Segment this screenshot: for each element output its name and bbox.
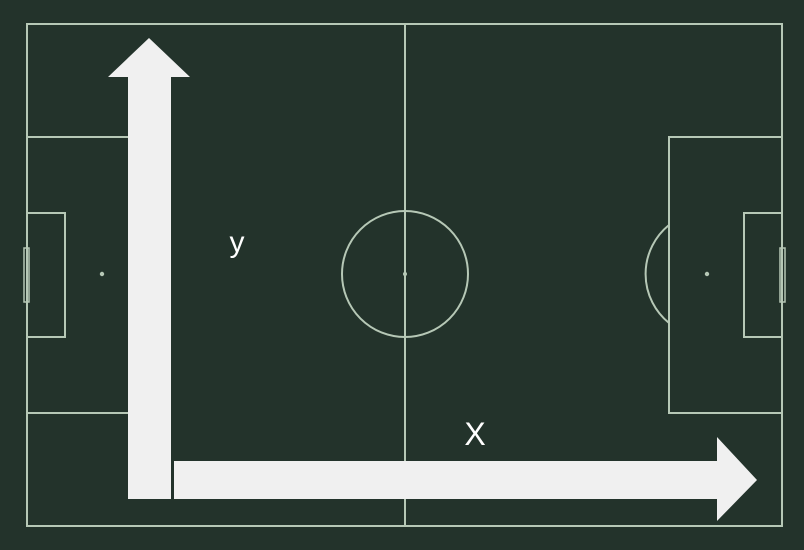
x-axis-label: X bbox=[464, 416, 485, 452]
right-penalty-spot bbox=[705, 272, 709, 276]
center-spot bbox=[403, 272, 407, 276]
y-axis-label: y bbox=[230, 226, 245, 259]
left-penalty-spot bbox=[100, 272, 104, 276]
